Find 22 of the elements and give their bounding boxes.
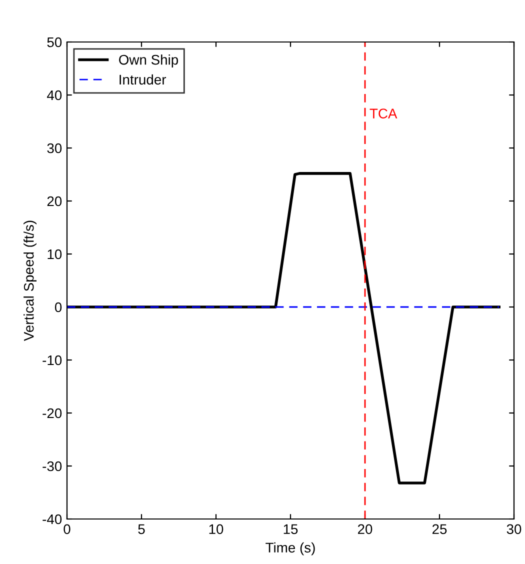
- x-tick-label: 20: [358, 524, 372, 534]
- y-tick-label: 50: [47, 37, 62, 48]
- ref-line-label: TCA: [370, 108, 398, 118]
- legend-label: Own Ship: [119, 54, 178, 68]
- y-tick-label: 10: [48, 249, 62, 260]
- x-tick-label: 15: [284, 524, 298, 534]
- y-tick-label: -40: [42, 514, 62, 524]
- y-tick-label: -20: [42, 408, 62, 418]
- y-axis-title: Vertical Speed (ft/s): [24, 220, 37, 342]
- y-tick-label: 0: [54, 302, 62, 312]
- x-tick-label: 5: [138, 524, 145, 534]
- legend-label: Intruder: [120, 74, 166, 85]
- y-tick-label: -30: [42, 461, 62, 472]
- x-tick-label: 10: [209, 524, 224, 534]
- y-tick-label: 30: [47, 143, 62, 154]
- y-tick-label: -10: [42, 355, 62, 366]
- x-axis-title: Time (s): [266, 542, 315, 556]
- y-tick-label: 20: [47, 196, 62, 206]
- x-tick-label: 25: [432, 524, 447, 534]
- x-tick-label: 0: [64, 524, 70, 534]
- y-tick-label: 40: [47, 90, 62, 100]
- x-tick-label: 30: [506, 524, 522, 534]
